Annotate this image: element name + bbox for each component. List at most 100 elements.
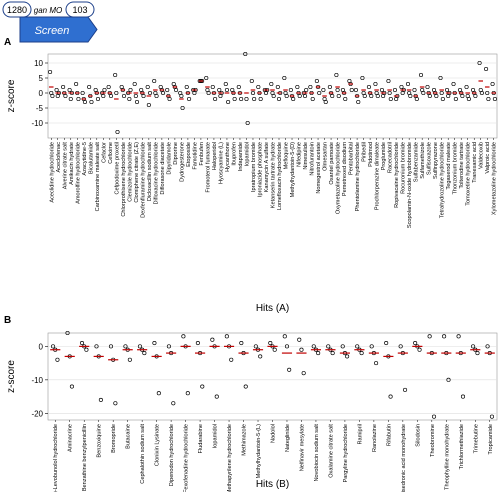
x-tick-label: Diprorine (173, 142, 179, 165)
replicate-point (374, 361, 379, 366)
replicate-point (314, 78, 319, 84)
x-tick-label: Famotidine (192, 142, 198, 170)
y-axis-label: z-score (6, 360, 17, 393)
x-tick-label: Sulfisoxazole (427, 142, 433, 175)
y-tick-label: -10 (31, 119, 43, 128)
x-tick-label: Proglumide (381, 142, 387, 170)
x-tick-label: Aceclofenac (56, 142, 62, 173)
replicate-point (50, 344, 56, 349)
x-tick-label: Oxantel pamoate (329, 142, 335, 185)
replicate-point (87, 84, 92, 90)
x-tick-label: Dicloxacillin sodium salt (147, 142, 153, 202)
x-tick-label: Dipyridamole (166, 142, 172, 175)
replicate-point (145, 84, 150, 90)
replicate-point (82, 99, 88, 105)
x-tick-label: Tetrahydrozoline hydrochloride (440, 142, 446, 218)
x-tick-label: Etoposide (186, 142, 192, 167)
replicate-point (79, 340, 85, 346)
replicate-point (165, 87, 170, 93)
replicate-point (375, 93, 380, 99)
replicate-point (210, 84, 215, 90)
x-tick-label: Phentolamine hydrochloride (355, 142, 361, 211)
replicate-point (288, 87, 293, 93)
replicate-point (412, 87, 417, 93)
replicate-point (485, 90, 490, 96)
replicate-point (405, 81, 411, 87)
replicate-point (414, 96, 419, 102)
screen-label: Screen (35, 25, 70, 37)
replicate-point (471, 344, 476, 349)
replicate-point (284, 93, 289, 99)
replicate-point (89, 99, 94, 105)
x-tick-label: Carbinoxamine maleate salt (95, 142, 101, 212)
replicate-point (160, 90, 166, 96)
x-tick-label: Hyoscyamine (L) (218, 142, 224, 184)
replicate-point (477, 60, 482, 66)
x-tick-label: Valdecoxib (479, 142, 485, 169)
replicate-point (276, 96, 282, 102)
x-tick-label: Nifedipine (297, 142, 303, 167)
x-tick-label: Piribedil (362, 142, 368, 162)
x-tick-label: (+)-Levobunolol hydrochloride (53, 424, 59, 492)
replicate-point (249, 78, 254, 84)
replicate-point (232, 96, 237, 102)
replicate-point (94, 344, 99, 349)
replicate-point (479, 90, 484, 96)
replicate-point (243, 384, 248, 389)
x-tick-label: Trichlormethiazide (459, 424, 465, 470)
x-tick-label: Valproic acid (485, 142, 491, 174)
replicate-point (95, 96, 101, 102)
x-tick-label: Iopamidol (244, 142, 250, 166)
replicate-point (334, 72, 339, 78)
replicate-point (440, 96, 445, 102)
replicate-point (180, 105, 185, 111)
replicate-point (408, 93, 413, 99)
replicate-point (239, 96, 244, 102)
replicate-point (245, 120, 250, 126)
x-tick-label: Rocuronium bromide (401, 142, 407, 194)
x-tick-label: Nitrofurantoin (310, 142, 316, 176)
replicate-point (392, 87, 398, 93)
replicate-point (63, 93, 68, 99)
replicate-point (127, 96, 132, 102)
replicate-point (256, 84, 261, 90)
replicate-point (297, 93, 302, 99)
y-tick-label: -20 (31, 409, 43, 418)
replicate-point (137, 344, 142, 349)
replicate-point (359, 351, 364, 356)
x-tick-label: Risedronic acid monohydrate (401, 424, 407, 492)
replicate-point (214, 394, 219, 399)
replicate-point (128, 87, 133, 93)
x-tick-label: Fenbufen (199, 142, 205, 166)
replicate-point (399, 84, 404, 90)
replicate-point (54, 87, 59, 93)
replicate-point (184, 84, 189, 90)
replicate-point (50, 93, 55, 99)
x-tick-label: Clonixin Lysinate (155, 424, 161, 466)
replicate-point (321, 87, 326, 93)
replicate-point (431, 414, 437, 419)
x-tick-label: Benzathine benzylpenicillin (82, 424, 88, 491)
count-right: 103 (72, 5, 87, 15)
replicate-point (427, 93, 432, 99)
x-tick-label: Dydrogesterone (179, 142, 185, 182)
replicate-point (355, 344, 360, 349)
replicate-point (323, 99, 328, 105)
replicate-point (258, 96, 263, 102)
x-tick-label: Aceclidine hydrochloride (49, 142, 55, 203)
replicate-point (484, 66, 489, 72)
replicate-point (353, 87, 358, 93)
x-tick-label: Pidotimod (368, 142, 374, 167)
replicate-point (438, 75, 443, 81)
x-tick-label: Fludarabine (198, 424, 204, 454)
x-tick-label: Methylhydantoin-5-(D) (290, 142, 296, 197)
replicate-point (244, 96, 249, 102)
x-tick-label: Aminacrine (68, 424, 74, 452)
replicate-point (384, 340, 389, 346)
replicate-point (127, 357, 132, 362)
x-tick-label: Bicalutamide (88, 142, 94, 174)
x-tick-label: Ropivacaine hydrochloride (394, 142, 400, 208)
replicate-point (466, 96, 471, 102)
y-tick-label: 0 (39, 89, 44, 98)
replicate-point (335, 87, 340, 93)
